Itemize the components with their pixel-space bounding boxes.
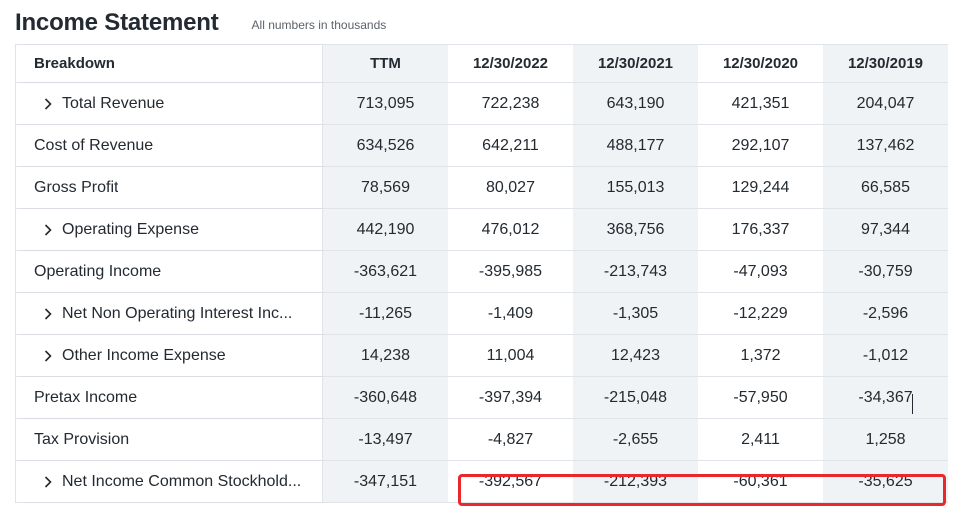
cell-2021: 643,190 bbox=[573, 83, 698, 124]
row-label-text: Operating Expense bbox=[62, 220, 199, 238]
table-row: Tax Provision -13,497 -4,827 -2,655 2,411 1,2… bbox=[16, 419, 948, 461]
text-cursor bbox=[912, 394, 913, 414]
row-label: Tax Provision bbox=[16, 419, 323, 460]
row-label: Gross Profit bbox=[16, 167, 323, 208]
income-statement-table: Breakdown TTM 12/30/2022 12/30/2021 12/3… bbox=[15, 44, 948, 503]
table-row: Operating Expense 442,190 476,012 368,756 17… bbox=[16, 209, 948, 251]
row-label-text: Gross Profit bbox=[34, 178, 119, 196]
row-label-text: Other Income Expense bbox=[62, 346, 226, 364]
table-row: Net Non Operating Interest Inc... -11,265… bbox=[16, 293, 948, 335]
cell-ttm: 14,238 bbox=[323, 335, 448, 376]
cell-2019: -35,625 bbox=[823, 461, 948, 502]
cell-ttm: -13,497 bbox=[323, 419, 448, 460]
cell-2022: -4,827 bbox=[487, 430, 534, 448]
cell-ttm: -11,265 bbox=[323, 293, 448, 334]
cell-ttm: -363,621 bbox=[323, 251, 448, 292]
cell-2020: -12,229 bbox=[733, 304, 788, 322]
row-label-text: Tax Provision bbox=[34, 430, 130, 448]
cell-2021: 488,177 bbox=[573, 125, 698, 166]
column-header-2021: 12/30/2021 bbox=[573, 45, 698, 82]
cell-ttm: 442,190 bbox=[323, 209, 448, 250]
page-header: Income Statement All numbers in thousand… bbox=[15, 0, 386, 40]
chevron-right-icon[interactable] bbox=[40, 222, 56, 238]
cell-2020: 292,107 bbox=[731, 136, 790, 154]
cell-2022: -397,394 bbox=[478, 388, 543, 406]
cell-2020: 129,244 bbox=[731, 178, 790, 196]
row-label[interactable]: Net Non Operating Interest Inc... bbox=[16, 293, 323, 334]
cell-2019: 97,344 bbox=[823, 209, 948, 250]
cell-2022: -392,567 bbox=[478, 472, 543, 490]
cell-2022: 80,027 bbox=[486, 178, 535, 196]
column-header-breakdown: Breakdown bbox=[16, 45, 323, 82]
column-header-ttm: TTM bbox=[323, 45, 448, 82]
row-label[interactable]: Other Income Expense bbox=[16, 335, 323, 376]
row-label: Cost of Revenue bbox=[16, 125, 323, 166]
table-row: Total Revenue 713,095 722,238 643,190 421,35… bbox=[16, 83, 948, 125]
chevron-right-icon[interactable] bbox=[40, 474, 56, 490]
cell-2020: 1,372 bbox=[740, 346, 781, 364]
cell-2021: -213,743 bbox=[573, 251, 698, 292]
row-label-text: Pretax Income bbox=[34, 388, 138, 406]
cell-2021: 368,756 bbox=[573, 209, 698, 250]
column-header-2019: 12/30/2019 bbox=[823, 45, 948, 82]
row-label-text: Operating Income bbox=[34, 262, 162, 280]
cell-2021: 12,423 bbox=[573, 335, 698, 376]
row-label-text: Net Income Common Stockhold... bbox=[62, 472, 302, 490]
cell-2022: 722,238 bbox=[481, 94, 540, 112]
column-header-2020: 12/30/2020 bbox=[722, 55, 799, 72]
row-label[interactable]: Operating Expense bbox=[16, 209, 323, 250]
cell-2022: -395,985 bbox=[478, 262, 543, 280]
cell-2019: -1,012 bbox=[823, 335, 948, 376]
cell-ttm: -347,151 bbox=[323, 461, 448, 502]
cell-2019: -2,596 bbox=[823, 293, 948, 334]
table-row: Other Income Expense 14,238 11,004 12,423 1,… bbox=[16, 335, 948, 377]
cell-ttm: -360,648 bbox=[323, 377, 448, 418]
table-header-row: Breakdown TTM 12/30/2022 12/30/2021 12/3… bbox=[16, 45, 948, 83]
cell-2021: -1,305 bbox=[573, 293, 698, 334]
chevron-right-icon[interactable] bbox=[40, 348, 56, 364]
cell-ttm: 78,569 bbox=[323, 167, 448, 208]
cell-2019: 66,585 bbox=[823, 167, 948, 208]
cell-2020: -47,093 bbox=[733, 262, 788, 280]
row-label-text: Total Revenue bbox=[62, 94, 165, 112]
cell-2022: -1,409 bbox=[487, 304, 534, 322]
table-row: Gross Profit 78,569 80,027 155,013 129,244 66… bbox=[16, 167, 948, 209]
table-row: Cost of Revenue 634,526 642,211 488,177 292,… bbox=[16, 125, 948, 167]
cell-2019: 1,258 bbox=[823, 419, 948, 460]
cell-ttm: 713,095 bbox=[323, 83, 448, 124]
cell-2021: -212,393 bbox=[573, 461, 698, 502]
table-row: Net Income Common Stockhold... -347,151 -3… bbox=[16, 461, 948, 503]
cell-2019: -30,759 bbox=[823, 251, 948, 292]
row-label-text: Net Non Operating Interest Inc... bbox=[62, 304, 293, 322]
chevron-right-icon[interactable] bbox=[40, 96, 56, 112]
cell-2020: -60,361 bbox=[733, 472, 788, 490]
column-header-2022: 12/30/2022 bbox=[472, 55, 549, 72]
row-label[interactable]: Total Revenue bbox=[16, 83, 323, 124]
chevron-right-icon[interactable] bbox=[40, 306, 56, 322]
cell-2021: 155,013 bbox=[573, 167, 698, 208]
table-row: Pretax Income -360,648 -397,394 -215,048 -57… bbox=[16, 377, 948, 419]
cell-2019: 204,047 bbox=[823, 83, 948, 124]
cell-2019: 137,462 bbox=[823, 125, 948, 166]
cell-2020: 421,351 bbox=[731, 94, 790, 112]
cell-2022: 11,004 bbox=[486, 346, 535, 364]
cell-2020: 176,337 bbox=[731, 220, 790, 238]
page-subtitle: All numbers in thousands bbox=[251, 18, 387, 32]
cell-2020: 2,411 bbox=[741, 430, 780, 448]
cell-2021: -215,048 bbox=[573, 377, 698, 418]
cell-2022: 642,211 bbox=[482, 136, 539, 154]
table-row: Operating Income -363,621 -395,985 -213,743… bbox=[16, 251, 948, 293]
row-label[interactable]: Net Income Common Stockhold... bbox=[16, 461, 323, 502]
cell-2020: -57,950 bbox=[733, 388, 788, 406]
cell-2019: -34,367 bbox=[823, 377, 948, 418]
row-label-text: Cost of Revenue bbox=[34, 136, 154, 154]
row-label: Operating Income bbox=[16, 251, 323, 292]
cell-2022: 476,012 bbox=[481, 220, 540, 238]
cell-2021: -2,655 bbox=[573, 419, 698, 460]
page-title: Income Statement bbox=[15, 9, 219, 36]
cell-ttm: 634,526 bbox=[323, 125, 448, 166]
row-label: Pretax Income bbox=[16, 377, 323, 418]
